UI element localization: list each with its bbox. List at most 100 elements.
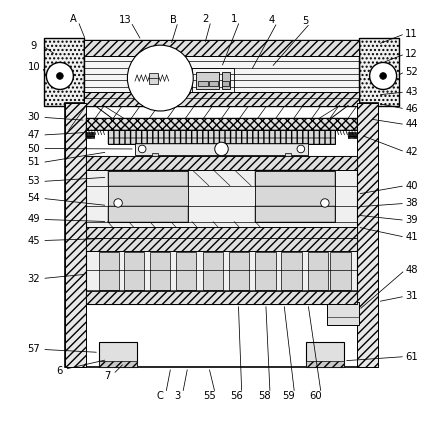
Bar [85, 156, 358, 170]
Bar [85, 156, 358, 241]
Text: 51: 51 [27, 157, 40, 168]
Bar [285, 153, 291, 178]
Bar [281, 252, 302, 290]
Bar [66, 103, 85, 367]
Circle shape [128, 45, 193, 111]
Bar [85, 291, 358, 304]
Text: 57: 57 [27, 344, 40, 354]
Bar [152, 153, 158, 178]
Text: 49: 49 [27, 214, 40, 225]
Circle shape [321, 199, 329, 207]
Text: C: C [157, 391, 164, 401]
Bar [255, 206, 335, 222]
Text: 13: 13 [119, 15, 132, 25]
Text: 39: 39 [405, 215, 418, 225]
Text: 60: 60 [309, 391, 322, 401]
Bar [135, 143, 308, 155]
Bar [99, 361, 137, 367]
Bar [192, 68, 234, 92]
Bar [176, 252, 196, 290]
Bar [255, 171, 335, 222]
Text: 2: 2 [202, 14, 209, 24]
Bar [255, 252, 276, 290]
Circle shape [114, 199, 122, 207]
Bar [66, 103, 377, 367]
Bar [85, 118, 358, 130]
Bar [99, 342, 137, 367]
Bar [306, 361, 344, 367]
Circle shape [47, 62, 74, 89]
Text: 61: 61 [405, 352, 418, 362]
Text: 3: 3 [174, 391, 180, 401]
Circle shape [57, 73, 63, 79]
Text: 50: 50 [27, 143, 40, 154]
Bar [306, 342, 344, 367]
Bar [222, 72, 230, 89]
Circle shape [297, 145, 305, 153]
Bar [108, 170, 188, 186]
Bar [85, 227, 358, 241]
Bar [108, 171, 188, 222]
Text: 32: 32 [27, 273, 40, 284]
Text: 59: 59 [283, 391, 295, 401]
Bar [359, 38, 399, 106]
Text: 55: 55 [203, 391, 216, 401]
Bar [84, 40, 359, 56]
Text: 44: 44 [405, 119, 418, 130]
Circle shape [215, 142, 228, 156]
Text: 54: 54 [27, 193, 40, 203]
Text: 45: 45 [27, 235, 40, 246]
Text: 10: 10 [27, 62, 40, 72]
Bar [358, 103, 377, 367]
Text: 56: 56 [230, 391, 243, 401]
Text: A: A [70, 14, 76, 24]
Text: 5: 5 [302, 16, 308, 26]
Bar [330, 252, 350, 290]
Bar [124, 252, 144, 290]
Bar [85, 238, 358, 251]
Text: 9: 9 [31, 41, 37, 51]
Bar [198, 81, 208, 86]
Text: 43: 43 [405, 87, 418, 97]
Circle shape [369, 62, 396, 89]
Bar [44, 38, 84, 106]
Bar [150, 252, 170, 290]
Text: 42: 42 [405, 147, 418, 157]
Bar [149, 73, 158, 84]
Bar [308, 252, 328, 290]
Text: 46: 46 [405, 104, 418, 114]
Bar [84, 92, 359, 106]
Bar [209, 81, 218, 86]
Text: 58: 58 [258, 391, 271, 401]
Text: 53: 53 [27, 176, 40, 187]
Text: 4: 4 [269, 15, 275, 25]
Bar [108, 130, 335, 144]
Text: 48: 48 [405, 265, 418, 275]
Text: 1: 1 [231, 14, 237, 24]
Bar [229, 252, 249, 290]
Bar [196, 72, 219, 89]
Bar [222, 81, 229, 86]
Bar [44, 38, 84, 106]
Text: 47: 47 [27, 130, 40, 140]
Bar [99, 252, 119, 290]
Bar [359, 38, 399, 106]
Text: 7: 7 [105, 371, 111, 381]
Text: 41: 41 [405, 232, 418, 242]
Text: 40: 40 [405, 181, 418, 191]
Circle shape [380, 73, 386, 79]
Text: 12: 12 [405, 49, 418, 59]
Text: 38: 38 [405, 198, 418, 208]
Text: B: B [170, 15, 176, 25]
Bar [108, 138, 335, 144]
Bar [84, 40, 359, 106]
Bar [108, 130, 335, 138]
Text: 31: 31 [405, 291, 418, 301]
Circle shape [138, 145, 146, 153]
Text: 30: 30 [27, 112, 40, 122]
Text: 52: 52 [405, 67, 418, 77]
Bar [85, 238, 358, 304]
Bar [85, 118, 358, 130]
Text: 6: 6 [56, 366, 62, 376]
Bar [202, 252, 223, 290]
